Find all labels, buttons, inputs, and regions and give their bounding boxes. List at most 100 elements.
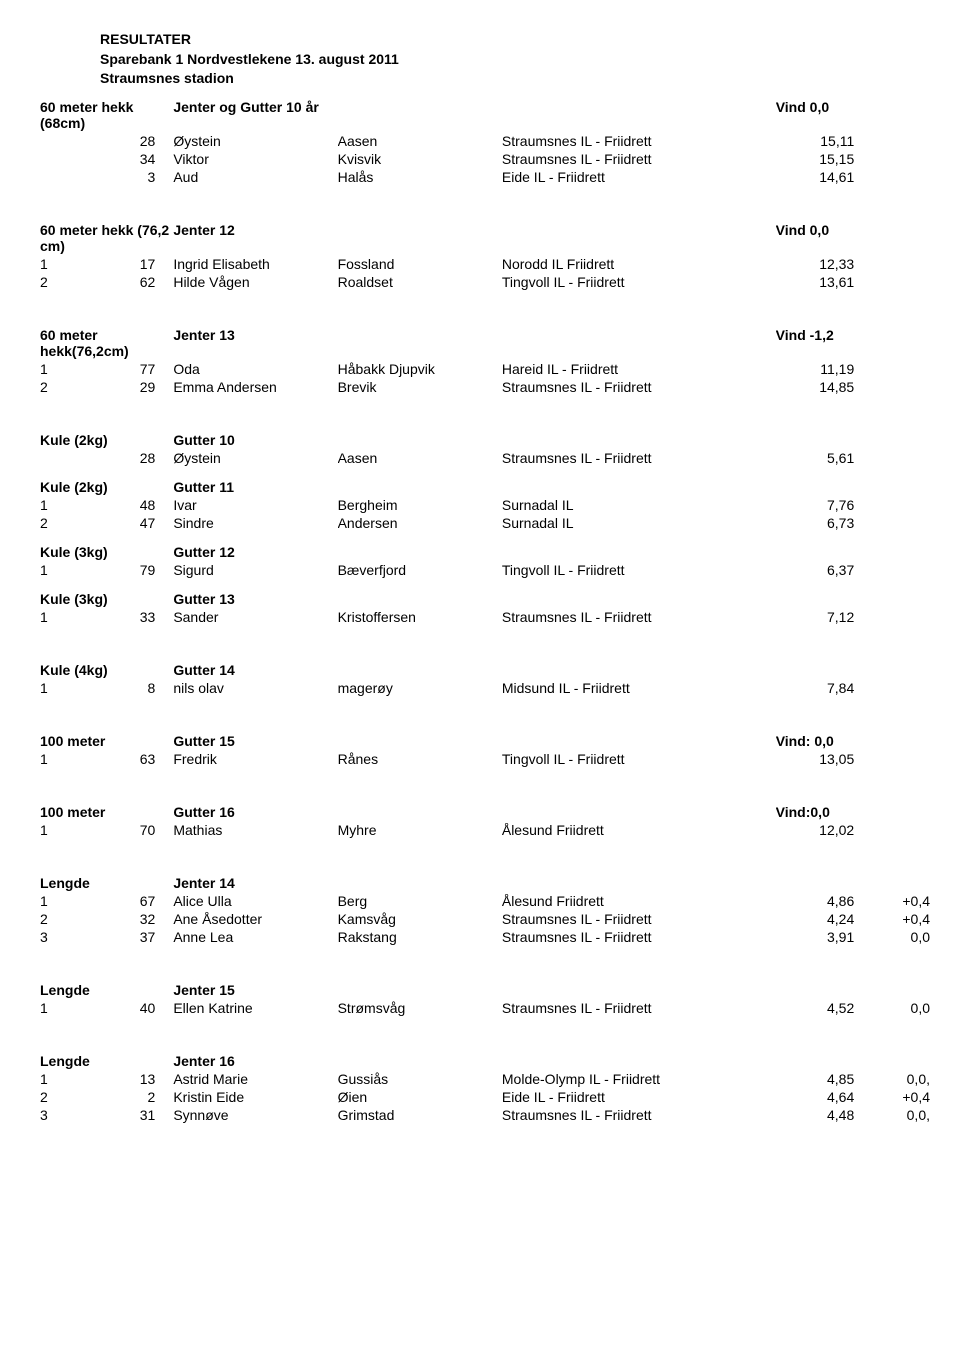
result-row: 229Emma AndersenBrevikStraumsnes IL - Fr… [20, 378, 940, 396]
bib-cell: 47 [108, 514, 174, 532]
rank-cell: 1 [20, 561, 108, 579]
firstname-cell: Sander [173, 608, 337, 626]
result-cell: 6,37 [776, 561, 875, 579]
extra-cell: 0,0, [874, 1070, 940, 1088]
event-section: LengdeJenter 14167Alice UllaBergÅlesund … [20, 875, 940, 946]
result-row: 28ØysteinAasenStraumsnes IL - Friidrett1… [20, 132, 940, 150]
extra-cell [874, 168, 940, 186]
extra-cell [874, 378, 940, 396]
result-row: 22Kristin EideØienEide IL - Friidrett4,6… [20, 1088, 940, 1106]
rank-cell: 1 [20, 679, 108, 697]
event-wind: Vind -1,2 [776, 327, 940, 360]
lastname-cell: Bæverfjord [338, 561, 502, 579]
bib-cell: 37 [108, 928, 174, 946]
club-cell: Tingvoll IL - Friidrett [502, 273, 776, 291]
result-cell: 12,33 [776, 255, 875, 273]
bib-cell: 34 [108, 150, 174, 168]
lastname-cell: Andersen [338, 514, 502, 532]
results-table: LengdeJenter 15140Ellen KatrineStrømsvåg… [20, 982, 940, 1017]
result-cell: 13,05 [776, 750, 875, 768]
rank-cell: 2 [20, 378, 108, 396]
spacer-cell [502, 733, 776, 750]
event-wind: Vind:0,0 [776, 804, 940, 821]
event-title: 100 meter [20, 804, 173, 821]
bib-cell: 29 [108, 378, 174, 396]
event-category: Jenter 13 [173, 327, 502, 360]
document-header: RESULTATER Sparebank 1 Nordvestlekene 13… [100, 30, 940, 89]
bib-cell: 79 [108, 561, 174, 579]
rank-cell: 1 [20, 255, 108, 273]
result-cell: 4,52 [776, 999, 875, 1017]
results-table: Kule (3kg)Gutter 13133SanderKristofferse… [20, 591, 940, 626]
firstname-cell: Kristin Eide [173, 1088, 337, 1106]
extra-cell: +0,4 [874, 910, 940, 928]
extra-cell [874, 821, 940, 839]
lastname-cell: Myhre [338, 821, 502, 839]
event-wind [776, 432, 940, 449]
club-cell: Eide IL - Friidrett [502, 168, 776, 186]
event-category: Jenter 12 [173, 222, 502, 255]
rank-cell: 1 [20, 821, 108, 839]
result-cell: 4,85 [776, 1070, 875, 1088]
event-wind [776, 591, 940, 608]
rank-cell: 1 [20, 750, 108, 768]
event-wind: Vind: 0,0 [776, 733, 940, 750]
rank-cell: 2 [20, 514, 108, 532]
event-title: 60 meter hekk (68cm) [20, 99, 173, 132]
extra-cell [874, 496, 940, 514]
bib-cell: 48 [108, 496, 174, 514]
rank-cell: 2 [20, 273, 108, 291]
bib-cell: 63 [108, 750, 174, 768]
event-title-row: 60 meter hekk(76,2cm)Jenter 13 Vind -1,2 [20, 327, 940, 360]
result-cell: 15,15 [776, 150, 875, 168]
firstname-cell: Synnøve [173, 1106, 337, 1124]
result-row: 232Ane ÅsedotterKamsvågStraumsnes IL - F… [20, 910, 940, 928]
extra-cell [874, 514, 940, 532]
lastname-cell: magerøy [338, 679, 502, 697]
club-cell: Straumsnes IL - Friidrett [502, 928, 776, 946]
firstname-cell: Øystein [173, 132, 337, 150]
spacer-cell [502, 432, 776, 449]
result-row: 113Astrid MarieGussiåsMolde-Olymp IL - F… [20, 1070, 940, 1088]
event-section: Kule (2kg)Gutter 1028ØysteinAasenStraums… [20, 432, 940, 467]
lastname-cell: Kristoffersen [338, 608, 502, 626]
result-row: 179SigurdBæverfjordTingvoll IL - Friidre… [20, 561, 940, 579]
result-cell: 14,61 [776, 168, 875, 186]
result-row: 148IvarBergheimSurnadal IL7,76 [20, 496, 940, 514]
firstname-cell: Sindre [173, 514, 337, 532]
extra-cell: +0,4 [874, 892, 940, 910]
event-section: 60 meter hekk (76,2 cm)Jenter 12Vind 0,0… [20, 222, 940, 291]
event-title: 60 meter hekk(76,2cm) [20, 327, 173, 360]
event-category: Jenter 14 [173, 875, 502, 892]
lastname-cell: Kvisvik [338, 150, 502, 168]
result-cell: 4,24 [776, 910, 875, 928]
lastname-cell: Berg [338, 892, 502, 910]
result-row: 331SynnøveGrimstadStraumsnes IL - Friidr… [20, 1106, 940, 1124]
event-wind [776, 544, 940, 561]
event-category: Jenter 16 [173, 1053, 502, 1070]
extra-cell [874, 679, 940, 697]
club-cell: Ålesund Friidrett [502, 892, 776, 910]
firstname-cell: Fredrik [173, 750, 337, 768]
lastname-cell: Grimstad [338, 1106, 502, 1124]
lastname-cell: Aasen [338, 449, 502, 467]
event-title: Lengde [20, 875, 173, 892]
lastname-cell: Halås [338, 168, 502, 186]
event-title-row: 60 meter hekk (76,2 cm)Jenter 12Vind 0,0 [20, 222, 940, 255]
results-table: 60 meter hekk (68cm)Jenter og Gutter 10 … [20, 99, 940, 186]
spacer-cell [502, 591, 776, 608]
result-row: 337Anne LeaRakstangStraumsnes IL - Friid… [20, 928, 940, 946]
rank-cell: 1 [20, 360, 108, 378]
club-cell: Straumsnes IL - Friidrett [502, 449, 776, 467]
firstname-cell: Oda [173, 360, 337, 378]
event-category: Jenter og Gutter 10 år [173, 99, 502, 132]
event-category: Gutter 15 [173, 733, 502, 750]
rank-cell [20, 132, 108, 150]
spacer-cell [502, 327, 776, 360]
rank-cell [20, 150, 108, 168]
extra-cell [874, 750, 940, 768]
firstname-cell: Anne Lea [173, 928, 337, 946]
bib-cell: 28 [108, 132, 174, 150]
firstname-cell: Astrid Marie [173, 1070, 337, 1088]
bib-cell: 13 [108, 1070, 174, 1088]
